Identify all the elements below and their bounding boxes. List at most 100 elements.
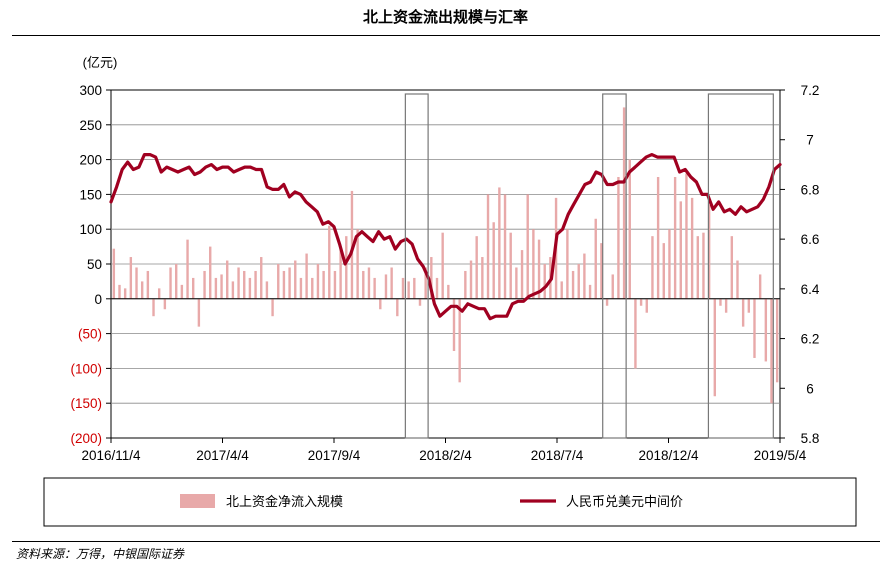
bar [696,236,699,299]
bar [515,267,518,299]
x-tick-label: 2018/12/4 [638,448,699,463]
legend-bar-swatch [180,494,215,508]
x-tick-label: 2017/4/4 [196,448,249,463]
bar [413,277,416,299]
bar [254,270,257,299]
bar [339,246,342,299]
bar [271,298,274,317]
left-tick-label: 0 [94,292,102,307]
left-tick-label: (200) [70,431,102,446]
bar [645,298,648,313]
bar [724,298,728,313]
bar [146,270,150,299]
left-tick-label: 100 [79,222,102,237]
bar [231,281,235,299]
bar [367,267,371,299]
bar [214,277,218,299]
bar [288,267,291,299]
bar [622,107,626,299]
highlight-box [602,93,627,439]
bar [418,298,422,306]
bar [634,298,637,369]
bar [662,243,665,299]
left-tick-label: (50) [78,327,102,342]
x-tick-label: 2018/7/4 [531,448,584,463]
bar [679,201,682,299]
bar [747,298,751,313]
legend-bar-label: 北上资金净流入规模 [226,494,343,510]
bar [237,267,240,299]
bar [475,236,478,299]
bar [498,187,501,299]
bar [112,248,116,299]
highlight-box [707,93,774,439]
bar [118,284,121,299]
bar [509,232,512,299]
legend-line-label: 人民币兑美元中间价 [566,495,683,510]
bar [379,298,382,310]
left-tick-label: (100) [70,361,102,376]
bar [345,236,348,299]
bar [583,253,586,299]
bar [560,281,563,299]
bar [197,298,201,327]
bar [390,267,393,299]
bar [226,260,229,299]
bar [401,277,405,299]
left-tick-label: 250 [79,118,102,133]
bar [617,177,620,299]
bar [192,277,195,299]
footer-divider [12,541,880,542]
bar [384,274,388,299]
left-axis: 300 250 200 150 100 50 0 (50) (100) (150) (200) [70,83,111,446]
bar [447,284,450,299]
bar [322,270,325,299]
left-tick-label: 50 [87,257,102,272]
bar [441,232,444,299]
right-tick-label: 7.2 [801,83,820,98]
bar [730,236,734,299]
bar [600,243,603,299]
bar [656,177,660,299]
bar [458,298,461,383]
bar [356,229,359,299]
bar [305,253,308,299]
bar [152,298,155,317]
bar [311,277,314,299]
bar [396,298,399,317]
bar [520,250,524,299]
bar [469,260,473,299]
x-tick-label: 2017/9/4 [308,448,361,463]
bar [566,229,569,299]
bar [577,264,580,299]
bar [532,229,535,299]
bar [758,274,762,299]
source-note: 资料来源：万得，中银国际证券 [16,547,185,561]
bar [373,277,376,299]
bar [770,298,773,404]
bar [668,229,671,299]
right-tick-label: 6.8 [801,182,820,197]
bar [277,264,280,299]
bar [594,218,597,299]
bar [180,284,184,299]
bar [169,267,172,299]
bar [186,239,189,299]
title-divider [12,35,880,36]
bar [611,274,614,299]
bar [157,288,161,299]
x-tick-label: 2018/2/4 [419,448,472,463]
bar [316,264,320,299]
bar [243,270,246,299]
right-tick-label: 6.4 [801,282,820,297]
bar [362,270,365,299]
bar [543,264,546,299]
bar [407,281,410,299]
bar [464,270,467,299]
bar [265,281,269,299]
bar [702,232,705,299]
bar [350,190,354,299]
bar [452,298,456,351]
bar [651,236,654,299]
highlight-boxes [404,93,774,439]
